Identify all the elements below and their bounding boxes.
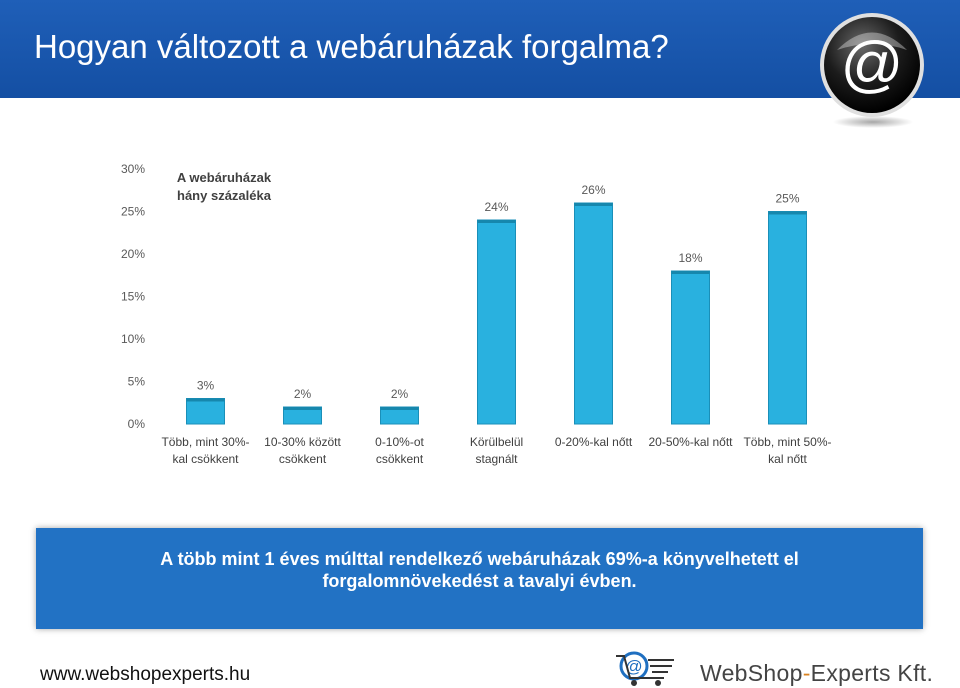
category-label: stagnált xyxy=(475,452,518,466)
category-labels: Több, mint 30%- kal csökkent 10-30% között… xyxy=(161,435,831,466)
y-axis-ticks: 0% 5% 10% 15% 20% 25% 30% xyxy=(121,162,145,431)
y-axis-title-line1: A webáruházak xyxy=(177,170,272,185)
bar-top-edge xyxy=(283,407,322,410)
summary-line-1: A több mint 1 éves múlttal rendelkező we… xyxy=(160,549,799,569)
brand-name-dash: - xyxy=(802,660,811,686)
y-tick-label: 10% xyxy=(121,332,145,346)
title-bar xyxy=(0,0,960,98)
category-label: kal nőtt xyxy=(768,452,807,466)
bar-top-edge xyxy=(574,203,613,206)
bar-top-edge xyxy=(768,211,807,215)
bar-top-edge xyxy=(186,398,225,402)
data-label: 26% xyxy=(581,183,605,197)
brand-logo: @ WebShop-Experts Kft. xyxy=(612,648,933,688)
shopping-cart-icon: @ xyxy=(616,651,674,686)
category-label: kal csökkent xyxy=(172,452,239,466)
bar xyxy=(477,219,516,425)
svg-text:@: @ xyxy=(841,30,904,99)
y-tick-label: 15% xyxy=(121,290,145,304)
bar-chart: 0% 5% 10% 15% 20% 25% 30% 3% 2% 2% 24% 26% 18% 25% T… xyxy=(121,162,832,466)
data-label: 3% xyxy=(197,379,215,393)
bar xyxy=(186,398,225,425)
y-tick-label: 30% xyxy=(121,162,145,176)
category-label: csökkent xyxy=(279,452,327,466)
data-label: 18% xyxy=(678,251,702,265)
category-label: Körülbelül xyxy=(470,435,523,449)
data-label-box xyxy=(665,249,716,267)
footer-url[interactable]: www.webshopexperts.hu xyxy=(40,664,251,685)
category-label: 0-20%-kal nőtt xyxy=(555,435,633,449)
bar xyxy=(768,211,807,425)
data-label: 2% xyxy=(391,387,409,401)
data-label-box xyxy=(277,385,328,403)
category-label: Több, mint 30%- xyxy=(161,435,249,449)
bar xyxy=(671,270,710,425)
brand-name-part1: WebShop xyxy=(700,660,803,686)
data-label: 24% xyxy=(484,200,508,214)
data-label-box xyxy=(568,181,619,199)
bar-top-edge xyxy=(380,407,419,410)
category-label: Több, mint 50%- xyxy=(743,435,831,449)
category-label: csökkent xyxy=(376,452,424,466)
y-axis-title-line2: hány százaléka xyxy=(177,188,272,203)
y-tick-label: 0% xyxy=(128,417,146,431)
y-tick-label: 20% xyxy=(121,247,145,261)
svg-text:@: @ xyxy=(625,657,642,676)
y-tick-label: 5% xyxy=(128,375,146,389)
at-sign-icon: @ xyxy=(820,13,924,128)
bars xyxy=(186,202,807,425)
data-label-box xyxy=(762,189,813,208)
brand-name: WebShop-Experts Kft. xyxy=(700,660,933,687)
category-label: 20-50%-kal nőtt xyxy=(648,435,733,449)
brand-name-part2: Experts Kft. xyxy=(810,660,934,686)
page-title: Hogyan változott a webáruházak forgalma? xyxy=(34,28,669,65)
data-label: 2% xyxy=(294,387,312,401)
bar-top-edge xyxy=(671,271,710,274)
data-label-box xyxy=(471,198,522,216)
data-label-box xyxy=(374,385,425,403)
category-label: 10-30% között xyxy=(264,435,341,449)
summary-banner: A több mint 1 éves múlttal rendelkező we… xyxy=(36,528,923,629)
bar xyxy=(574,202,613,425)
data-label: 25% xyxy=(775,192,799,206)
category-label: 0-10%-ot xyxy=(375,435,424,449)
bar-top-edge xyxy=(477,220,516,223)
data-labels: 3% 2% 2% 24% 26% 18% 25% xyxy=(180,181,813,403)
data-label-box xyxy=(180,376,231,395)
summary-line-2: forgalomnövekedést a tavalyi évben. xyxy=(322,571,637,591)
y-tick-label: 25% xyxy=(121,205,145,219)
